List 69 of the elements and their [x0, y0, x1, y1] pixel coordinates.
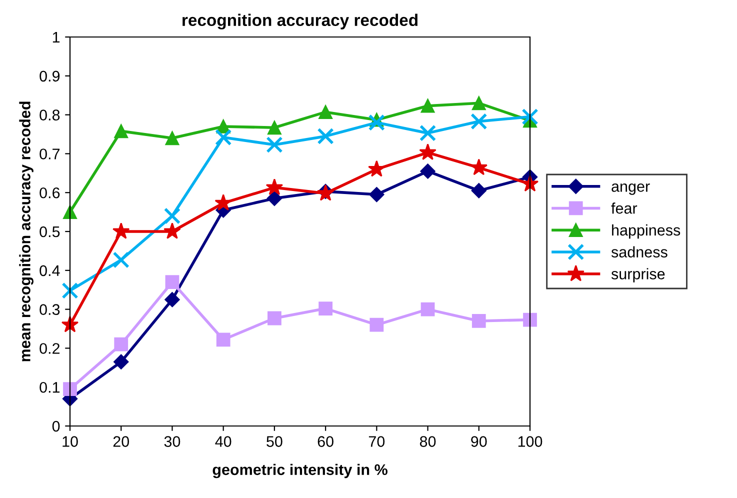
point: [63, 382, 77, 396]
point: [216, 332, 230, 347]
y-tick-label: 0.6: [40, 187, 60, 198]
x-tick-label: 90: [471, 436, 487, 447]
point: [420, 302, 435, 316]
y-tick-label: 0.3: [40, 304, 60, 315]
point: [368, 160, 386, 177]
point: [472, 314, 486, 328]
point: [114, 124, 128, 138]
point: [369, 186, 384, 202]
y-tick-label: 0.2: [40, 343, 60, 354]
point: [164, 208, 181, 224]
y-tick-label: 1: [52, 32, 60, 43]
y-tick-label: 0.5: [40, 226, 60, 238]
point: [419, 144, 436, 160]
point: [420, 98, 435, 113]
point: [114, 337, 128, 352]
point: [214, 194, 232, 211]
point: [470, 113, 488, 130]
point: [112, 252, 130, 268]
legend-label: fear: [611, 202, 638, 214]
point: [266, 136, 283, 154]
y-tick-label: 0.9: [40, 70, 60, 82]
point: [471, 183, 486, 198]
x-tick-label: 20: [113, 436, 130, 447]
point: [470, 158, 488, 176]
point: [266, 178, 284, 195]
point: [472, 96, 486, 110]
point: [62, 282, 78, 299]
x-tick-label: 40: [215, 436, 232, 447]
point: [420, 164, 436, 179]
legend-label: happiness: [612, 224, 680, 239]
x-tick-label: 100: [518, 436, 542, 447]
point: [112, 222, 130, 239]
y-tick-label: 0.1: [40, 382, 60, 393]
legend-label: surprise: [611, 268, 665, 282]
x-tick-label: 60: [318, 436, 334, 447]
point: [268, 311, 282, 326]
point: [523, 312, 537, 327]
x-axis-title: geometric intensity in %: [212, 464, 388, 478]
legend-label: sadness: [611, 246, 668, 258]
point: [368, 114, 385, 131]
point: [61, 316, 79, 332]
x-tick-label: 30: [164, 436, 180, 447]
y-tick-label: 0.7: [40, 148, 60, 160]
point: [164, 222, 181, 239]
point: [165, 131, 180, 146]
chart-title: recognition accuracy recoded: [182, 14, 418, 30]
point: [114, 354, 129, 370]
x-tick-label: 50: [266, 436, 282, 447]
point: [522, 108, 538, 126]
y-tick-label: 0: [52, 420, 60, 432]
point: [165, 275, 180, 290]
x-tick-label: 10: [62, 436, 78, 447]
point: [318, 302, 332, 316]
point: [266, 190, 282, 206]
point: [268, 120, 282, 135]
point: [317, 128, 334, 145]
point: [215, 129, 232, 146]
point: [164, 292, 180, 308]
x-tick-label: 70: [368, 436, 385, 447]
y-tick-label: 0.4: [40, 265, 60, 276]
legend-label: anger: [612, 183, 650, 195]
y-axis-title: mean recognition accuracy recoded: [19, 102, 34, 362]
point: [318, 105, 332, 120]
x-tick-label: 80: [420, 436, 436, 447]
point: [370, 318, 384, 332]
point: [419, 124, 436, 142]
y-tick-label: 0.8: [40, 110, 60, 120]
